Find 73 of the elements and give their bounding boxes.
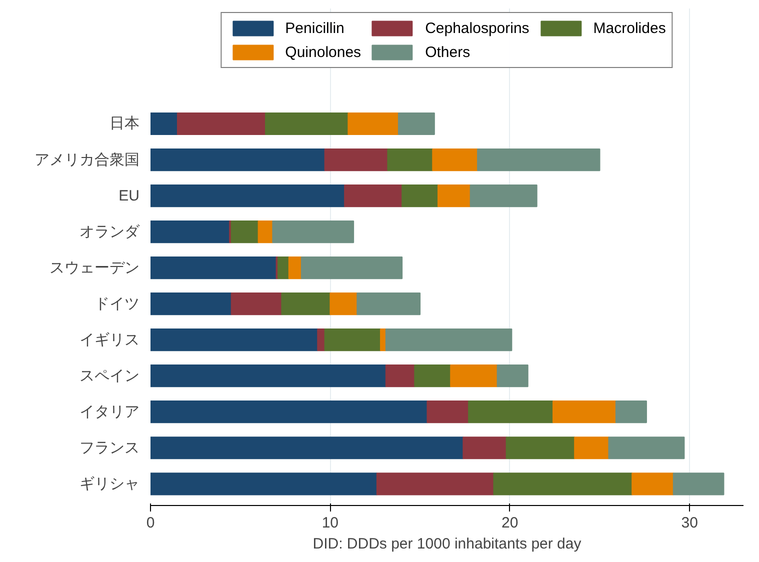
bar <box>278 256 290 280</box>
bar <box>281 292 331 316</box>
y-tick-label: スウェーデン <box>50 259 140 276</box>
legend-label: Cephalosporins <box>425 20 530 36</box>
bar <box>506 436 576 460</box>
y-tick-label: イギリス <box>80 331 140 348</box>
bar <box>348 112 399 136</box>
bar <box>150 436 464 460</box>
bar <box>477 148 600 172</box>
bar <box>376 472 494 496</box>
legend-label: Quinolones <box>285 44 362 60</box>
bar <box>150 328 318 352</box>
y-tick-label: 日本 <box>110 115 140 132</box>
bar <box>387 148 434 172</box>
bar <box>438 184 471 208</box>
bar <box>150 364 386 388</box>
y-tick-label: フランス <box>80 439 140 456</box>
bar <box>265 112 349 136</box>
bar <box>402 184 439 208</box>
bar <box>230 220 259 244</box>
bar <box>615 400 647 424</box>
bar <box>426 400 470 424</box>
bar <box>344 184 403 208</box>
bar <box>493 472 633 496</box>
bar <box>230 292 282 316</box>
bar <box>450 364 498 388</box>
x-tick-label: 10 <box>322 514 339 532</box>
y-tick-label: スペイン <box>80 367 140 384</box>
bar <box>150 184 346 208</box>
bar <box>385 364 416 388</box>
bar <box>150 256 277 280</box>
bar <box>632 472 674 496</box>
bar <box>324 328 382 352</box>
x-axis-title: DID: DDDs per 1000 inhabitants per day <box>312 536 582 552</box>
bar <box>317 328 326 352</box>
bar <box>324 148 388 172</box>
legend-label: Others <box>425 44 470 60</box>
bar <box>288 256 302 280</box>
y-tick-label: オランダ <box>80 223 140 240</box>
y-tick-label: イタリア <box>80 403 140 420</box>
bar <box>462 436 507 460</box>
bar <box>356 292 421 316</box>
bar <box>574 436 610 460</box>
bar <box>150 112 178 136</box>
bar <box>432 148 478 172</box>
y-tick-label: ドイツ <box>94 295 140 312</box>
bar <box>258 220 274 244</box>
bar <box>272 220 354 244</box>
bar <box>150 472 378 496</box>
bar <box>330 292 358 316</box>
bar <box>414 364 452 388</box>
bar <box>300 256 403 280</box>
bar <box>150 400 428 424</box>
x-tick-label: 30 <box>681 514 698 532</box>
bar <box>608 436 685 460</box>
bar <box>398 112 435 136</box>
bar <box>150 220 230 244</box>
x-tick-label: 20 <box>502 514 518 532</box>
legend-label: Macrolides <box>593 20 666 36</box>
bar <box>176 112 266 136</box>
y-tick-label: ギリシャ <box>80 475 140 492</box>
legend-label: Penicillin <box>285 20 344 36</box>
x-tick-label: 0 <box>146 514 155 532</box>
bar <box>672 472 724 496</box>
bar <box>468 400 554 424</box>
y-tick-label: EU <box>118 187 140 204</box>
bar <box>470 184 538 208</box>
bar <box>496 364 528 388</box>
bar <box>150 292 232 316</box>
bar <box>385 328 512 352</box>
y-tick-label: アメリカ合衆国 <box>34 151 140 168</box>
bar <box>552 400 616 424</box>
bar <box>150 148 326 172</box>
